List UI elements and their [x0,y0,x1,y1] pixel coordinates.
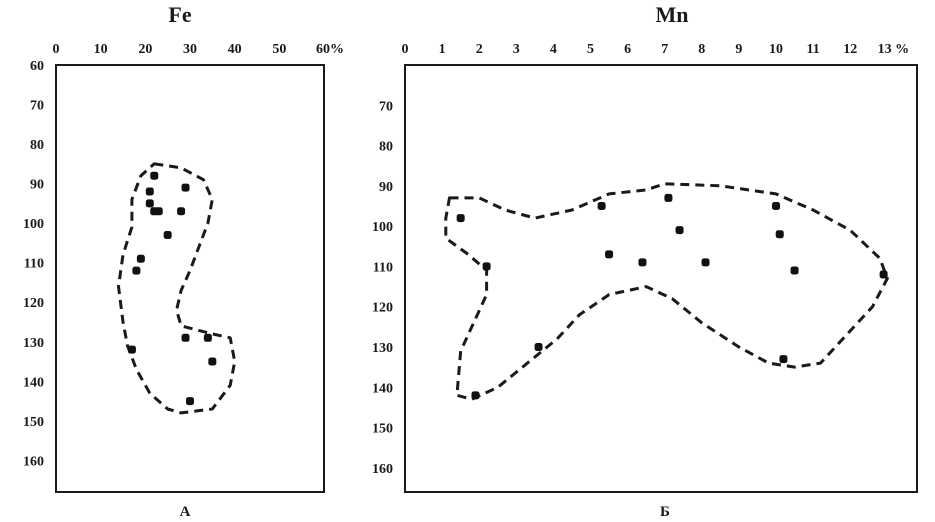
data-point [163,231,172,240]
x-tick-label: 60% [316,42,344,57]
data-point [471,391,480,400]
data-point [181,333,190,342]
y-tick-label: 60 [30,59,44,74]
y-tick-label: 130 [23,336,44,351]
data-point [127,345,136,354]
chart-title: Fe [168,2,191,27]
y-tick-label: 160 [23,454,44,469]
x-tick-label: 4 [550,42,557,57]
y-tick-label: 150 [372,422,393,437]
y-tick-label: 160 [372,462,393,477]
y-tick-label: 130 [372,341,393,356]
x-tick-label: 9 [735,42,742,57]
data-point [482,262,491,271]
x-tick-label: 10 [94,42,108,57]
data-point [132,266,141,275]
plot-frame [55,64,325,493]
y-tick-label: 100 [372,220,393,235]
data-point [145,199,154,208]
x-tick-label: 6 [624,42,631,57]
x-tick-label: 5 [587,42,594,57]
data-point [145,187,154,196]
y-tick-label: 120 [372,301,393,316]
panel-label: Б [660,504,670,520]
y-tick-label: 150 [23,415,44,430]
x-tick-label: 7 [661,42,668,57]
x-tick-label: 13 % [878,42,910,57]
y-tick-label: 70 [30,99,44,114]
x-tick-label: 30 [183,42,197,57]
x-tick-label: 8 [698,42,705,57]
data-point [534,342,543,351]
x-tick-label: 11 [806,42,819,57]
x-tick-label: 12 [843,42,857,57]
data-point [701,258,710,267]
y-tick-label: 80 [30,138,44,153]
x-tick-label: 3 [513,42,520,57]
data-point [177,207,186,216]
data-point [879,270,888,279]
data-point [775,230,784,239]
y-tick-label: 90 [30,178,44,193]
panel-label: А [180,504,191,520]
x-tick-label: 2 [476,42,483,57]
y-tick-label: 90 [379,180,393,195]
chart-panel-1: Fe А 0 10 20 30 40 50 60% 60 70 80 90 100 110 120 130 140… [23,2,344,520]
x-tick-label: 1 [439,42,446,57]
data-point [790,266,799,275]
data-point [186,397,194,406]
data-point [664,193,673,202]
chart-title: Mn [656,2,689,27]
data-point [772,201,781,210]
y-tick-label: 110 [24,257,44,272]
data-point [779,355,788,364]
y-tick-label: 80 [379,140,393,155]
data-point [597,201,606,210]
y-tick-label: 70 [379,99,393,114]
plot-frame [404,64,918,493]
y-tick-label: 100 [23,217,44,232]
data-point [675,226,684,235]
x-tick-label: 0 [402,42,409,57]
data-point [150,171,159,180]
data-point [456,214,465,223]
y-tick-label: 120 [23,296,44,311]
field-outline [444,182,889,401]
data-point [605,250,614,259]
data-point [136,254,145,263]
data-point [154,207,163,216]
x-tick-label: 20 [138,42,152,57]
x-tick-label: 50 [272,42,286,57]
y-tick-label: 140 [372,381,393,396]
data-point [181,183,190,192]
y-tick-label: 110 [373,260,393,275]
data-point [208,357,217,366]
y-tick-label: 140 [23,375,44,390]
x-tick-label: 0 [53,42,60,57]
data-point [203,333,212,342]
x-tick-label: 40 [228,42,242,57]
x-tick-label: 10 [769,42,783,57]
data-point [638,258,647,267]
field-outline [117,162,237,415]
